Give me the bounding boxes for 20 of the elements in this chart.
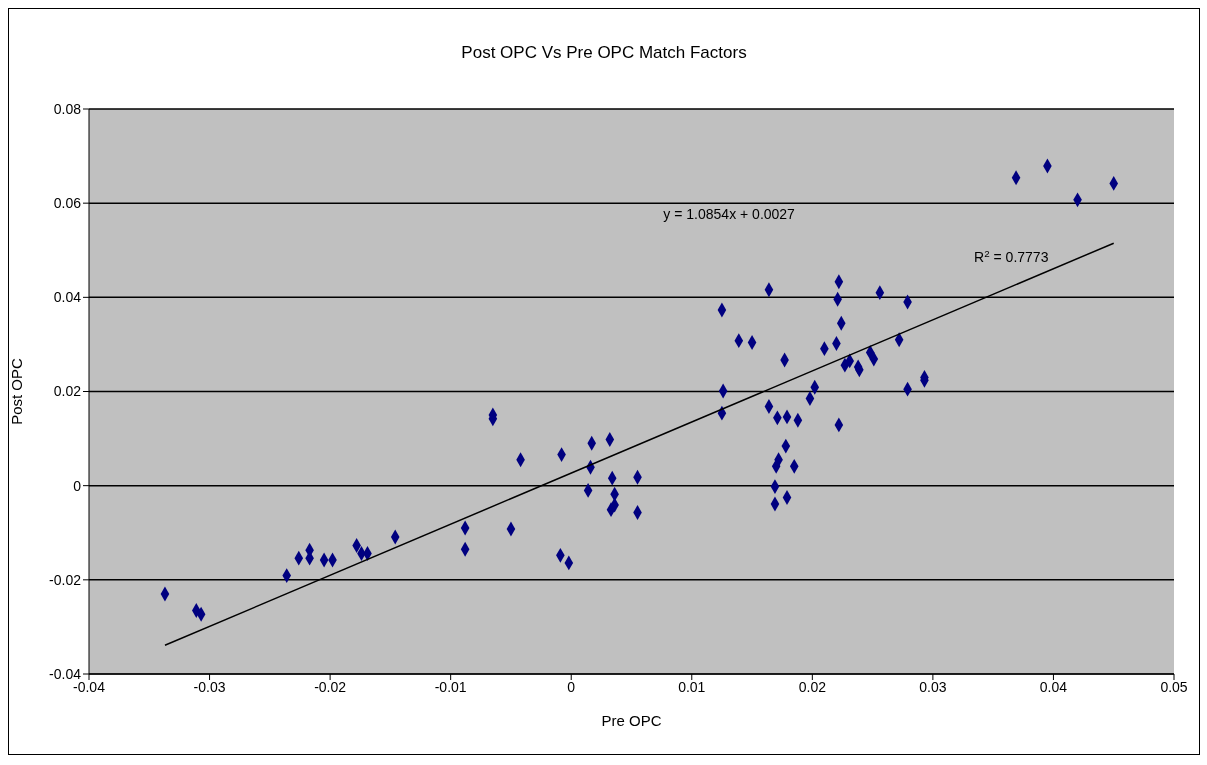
y-tick-label: 0.06 — [53, 195, 82, 212]
annotation: y = 1.0854x + 0.0027 — [663, 206, 796, 223]
y-tick-label: 0.04 — [53, 289, 82, 306]
x-tick-label: -0.03 — [193, 678, 226, 695]
x-tick-label: 0.03 — [919, 678, 947, 695]
y-axis-title: Post OPC — [8, 357, 26, 425]
y-tick-label: 0.08 — [53, 100, 82, 117]
y-tick-label: 0 — [73, 477, 82, 494]
x-tick-label: 0.04 — [1039, 678, 1068, 695]
chart-title: Post OPC Vs Pre OPC Match Factors — [460, 43, 748, 63]
annotation: R$^{2}$ = 0.7773 — [974, 247, 1049, 265]
x-tick-label: 0.01 — [678, 678, 706, 695]
x-tick-label: -0.01 — [434, 678, 467, 695]
y-tick-label: -0.02 — [49, 571, 82, 588]
x-tick-label: 0 — [567, 678, 576, 695]
x-tick-label: -0.02 — [314, 678, 347, 695]
x-tick-label: 0.05 — [1160, 678, 1188, 695]
x-tick-label: 0.02 — [798, 678, 827, 695]
y-tick-label: 0.02 — [53, 383, 82, 400]
x-axis-title: Pre OPC — [601, 712, 662, 729]
